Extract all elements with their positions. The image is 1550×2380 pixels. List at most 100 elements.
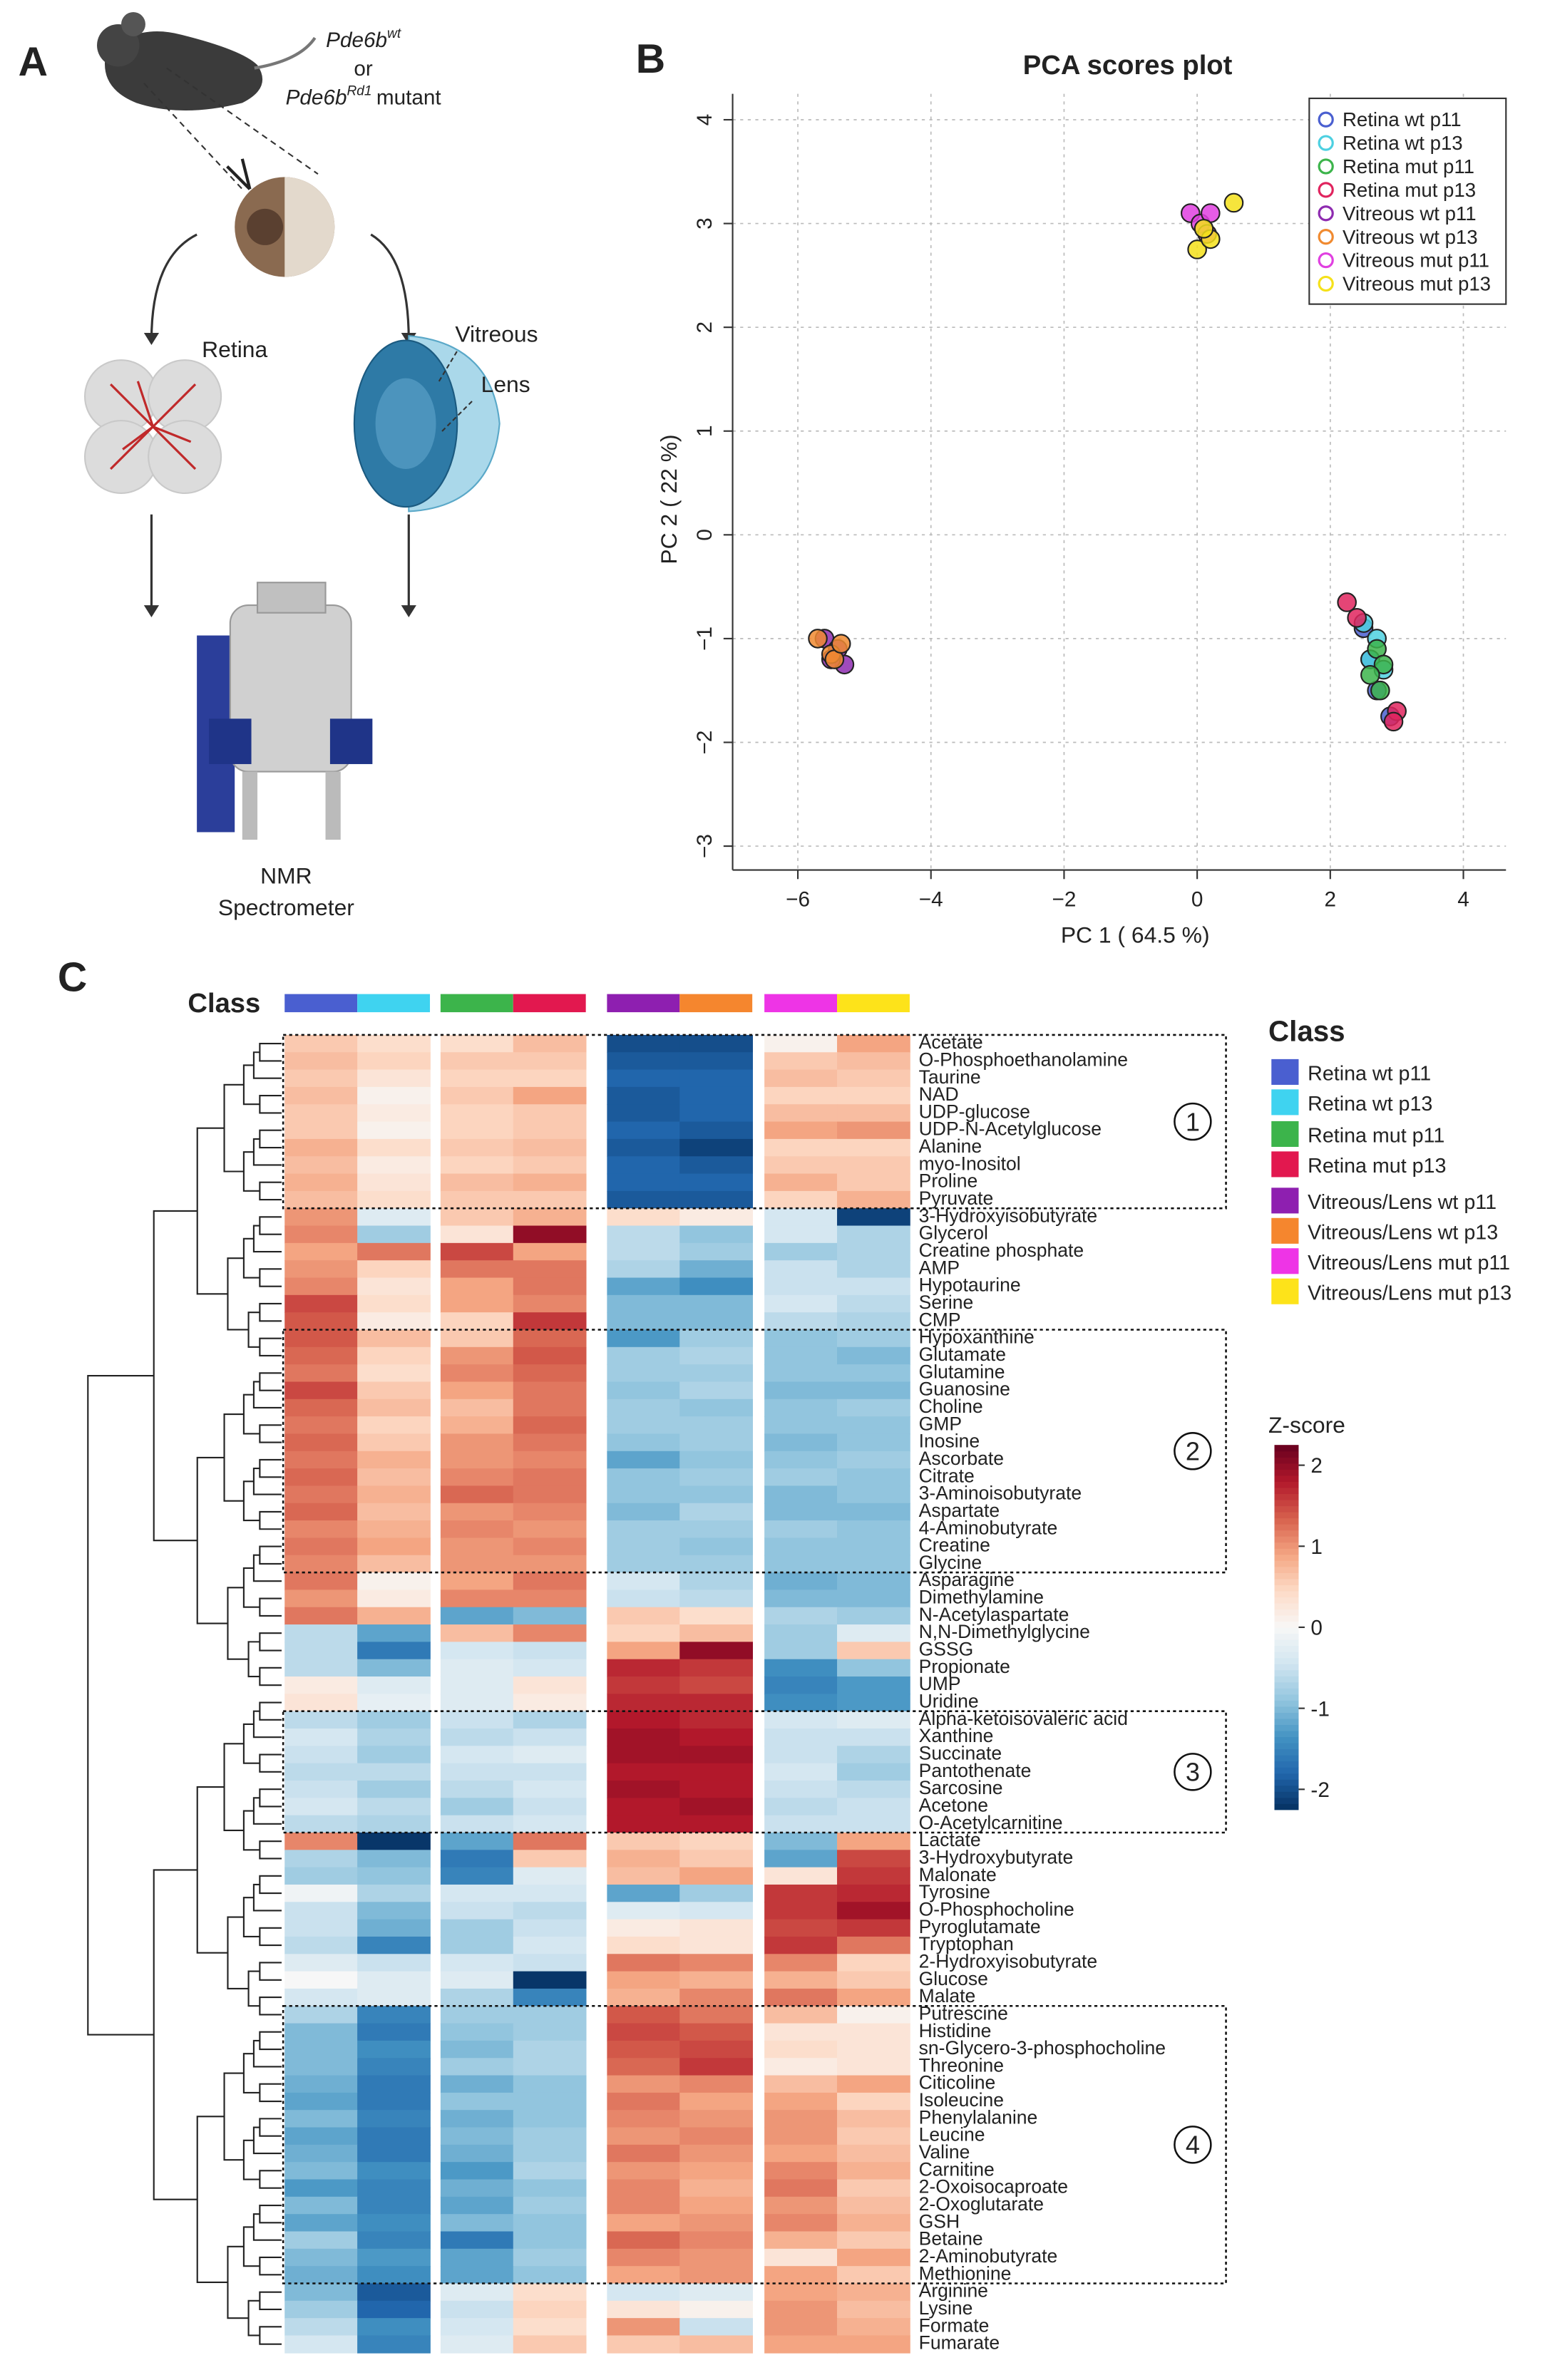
heatmap-cell bbox=[284, 1607, 358, 1625]
colorbar-segment bbox=[1274, 1536, 1299, 1543]
legend-label: Vitreous/Lens wt p11 bbox=[1308, 1191, 1497, 1214]
heatmap-cell bbox=[764, 1052, 838, 1071]
cluster-badge bbox=[1174, 1432, 1212, 1470]
heatmap-cell bbox=[440, 1694, 514, 1712]
heatmap-cell bbox=[513, 2231, 587, 2250]
dendrogram-branch bbox=[153, 1210, 197, 1542]
gene: Pde6b bbox=[286, 86, 347, 109]
legend-marker bbox=[1318, 182, 1334, 198]
row-label: GSSG bbox=[919, 1639, 974, 1660]
heatmap-cell bbox=[607, 1607, 681, 1625]
heatmap-cell bbox=[440, 1815, 514, 1833]
heatmap-cell bbox=[764, 1624, 838, 1643]
heatmap-cell bbox=[837, 1642, 910, 1660]
heatmap-cell bbox=[513, 1156, 587, 1175]
legend-swatch bbox=[1271, 1217, 1299, 1244]
heatmap-cell bbox=[284, 1294, 358, 1314]
heatmap-cell bbox=[440, 1052, 514, 1071]
heatmap-cell bbox=[357, 2318, 431, 2337]
dendrogram-branch bbox=[259, 1424, 282, 1443]
heatmap-cell bbox=[513, 2040, 587, 2059]
row-label: Formate bbox=[919, 2314, 990, 2336]
heatmap-cell bbox=[284, 1798, 358, 1816]
dendrogram-branch bbox=[259, 1997, 282, 2016]
heatmap-cell bbox=[284, 1190, 358, 1210]
heatmap-cell bbox=[837, 1364, 910, 1383]
heatmap-cell bbox=[764, 1398, 838, 1417]
heatmap-cell bbox=[357, 1850, 431, 1868]
row-label: 3-Aminoisobutyrate bbox=[919, 1483, 1082, 1504]
colorbar-segment bbox=[1274, 1785, 1299, 1792]
heatmap-cell bbox=[513, 2058, 587, 2076]
row-label: UDP-N-Acetylglucose bbox=[919, 1118, 1102, 1140]
heatmap-cell bbox=[837, 1676, 910, 1695]
colorbar-segment bbox=[1274, 1639, 1299, 1647]
colorbar-segment bbox=[1274, 1614, 1299, 1622]
dendrogram-branch bbox=[259, 2083, 282, 2103]
heatmap-cell bbox=[284, 1242, 358, 1262]
heatmap-cell bbox=[513, 1798, 587, 1816]
heatmap-cell bbox=[513, 1433, 587, 1452]
heatmap-cell bbox=[607, 1659, 681, 1677]
row-label: Tyrosine bbox=[919, 1881, 990, 1902]
dendrogram-branch bbox=[223, 1743, 244, 1831]
heatmap-cell bbox=[607, 1312, 681, 1331]
heatmap-cell bbox=[284, 1121, 358, 1140]
colorbar-segment bbox=[1274, 1730, 1299, 1738]
class-bar bbox=[513, 994, 586, 1013]
heatmap-cell bbox=[764, 2318, 838, 2337]
heatmap-cell bbox=[357, 2300, 431, 2319]
heatmap-cell bbox=[357, 1919, 431, 1937]
heatmap-cell bbox=[607, 1676, 681, 1695]
heatmap-cell bbox=[513, 1260, 587, 1279]
heatmap-cell bbox=[513, 1555, 587, 1573]
row-label: Hypotaurine bbox=[919, 1274, 1021, 1296]
heatmap-cell bbox=[284, 2092, 358, 2111]
class-bar bbox=[357, 994, 431, 1013]
heatmap-cell bbox=[837, 1121, 910, 1140]
dendrogram-branch bbox=[223, 1413, 244, 1502]
heatmap-cell bbox=[284, 1433, 358, 1452]
heatmap-cell bbox=[440, 2092, 514, 2111]
heatmap-cell bbox=[284, 1398, 358, 1417]
legend-label: Retina mut p11 bbox=[1308, 1125, 1444, 1148]
row-label: Citrate bbox=[919, 1465, 975, 1486]
heatmap-cell bbox=[357, 1902, 431, 1920]
dendrogram-branch bbox=[87, 1375, 154, 2036]
colorbar-segment bbox=[1274, 1511, 1299, 1519]
heatmap-cell bbox=[440, 1121, 514, 1140]
heatmap-cell bbox=[513, 2179, 587, 2198]
heatmap-cell bbox=[679, 1485, 754, 1504]
dendrogram-branch bbox=[259, 1043, 282, 1062]
dendrogram-branch bbox=[259, 1632, 282, 1652]
y-tick-label: 4 bbox=[693, 114, 717, 126]
row-label: GMP bbox=[919, 1413, 962, 1434]
heatmap-cell bbox=[764, 1902, 838, 1920]
heatmap-cell bbox=[284, 1694, 358, 1712]
genotype-label: Pde6bRd1 mutant bbox=[286, 84, 442, 110]
heatmap-cell bbox=[764, 1086, 838, 1106]
heatmap-cell bbox=[284, 1971, 358, 1989]
heatmap-cell bbox=[837, 1381, 910, 1400]
heatmap-cell bbox=[837, 1208, 910, 1227]
legend-marker bbox=[1318, 158, 1334, 175]
heatmap-cell bbox=[440, 1156, 514, 1175]
heatmap-cell bbox=[837, 1988, 910, 2007]
heatmap-cell bbox=[284, 2266, 358, 2284]
heatmap-cell bbox=[607, 2023, 681, 2041]
heatmap-cell bbox=[607, 1919, 681, 1937]
dendrogram-branch bbox=[242, 2226, 260, 2267]
heatmap-cell bbox=[607, 2196, 681, 2215]
heatmap-cell bbox=[764, 1468, 838, 1487]
heatmap-cell bbox=[679, 1260, 754, 1279]
dendrogram-branch bbox=[259, 1753, 282, 1773]
heatmap-cell bbox=[679, 2179, 754, 2198]
dendrogram-branch bbox=[252, 1051, 282, 1079]
arrow bbox=[150, 233, 197, 341]
heatmap-cell bbox=[513, 1971, 587, 1989]
heatmap-cell bbox=[837, 1607, 910, 1625]
y-tick-label: 3 bbox=[693, 217, 717, 230]
heatmap-cell bbox=[679, 1694, 754, 1712]
heatmap-cell bbox=[440, 2231, 514, 2250]
dendrogram-branch bbox=[242, 1897, 260, 1938]
